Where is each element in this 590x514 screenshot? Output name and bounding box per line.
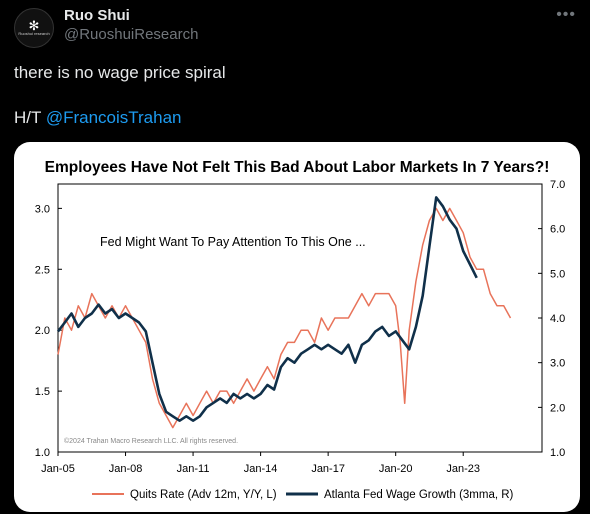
more-horizontal-icon[interactable]: ••• <box>556 6 576 23</box>
series-line-wage-growth <box>56 196 478 422</box>
y-right-tick-label: 6.0 <box>550 224 565 236</box>
x-tick-label: Jan-11 <box>177 463 210 475</box>
legend-label-quits: Quits Rate (Adv 12m, Y/Y, L) <box>130 489 277 501</box>
x-tick-label: Jan-17 <box>311 463 345 475</box>
legend: Quits Rate (Adv 12m, Y/Y, L) Atlanta Fed… <box>92 489 514 501</box>
y-left-tick-label: 1.0 <box>35 447 50 459</box>
tweet-text: there is no wage price spiral <box>14 63 226 82</box>
avatar[interactable]: ✻ Ruoshui research <box>14 8 54 48</box>
y-left-tick-label: 1.5 <box>35 386 50 398</box>
author-handle[interactable]: @RuoshuiResearch <box>64 26 199 43</box>
chart-annotation: Fed Might Want To Pay Attention To This … <box>100 235 366 249</box>
chart-copyright: ©2024 Trahan Macro Research LLC. All rig… <box>64 437 238 445</box>
tweet-media[interactable]: Employees Have Not Felt This Bad About L… <box>14 142 580 512</box>
mention-link[interactable]: @FrancoisTrahan <box>45 108 182 127</box>
chart-title: Employees Have Not Felt This Bad About L… <box>45 159 550 176</box>
x-tick-label: Jan-20 <box>379 463 413 475</box>
y-right-tick-label: 5.0 <box>550 268 565 280</box>
y-right-tick-label: 2.0 <box>550 402 565 414</box>
legend-label-wage: Atlanta Fed Wage Growth (3mma, R) <box>324 489 514 501</box>
ht-prefix: H/T <box>14 108 46 127</box>
y-left-tick-label: 2.5 <box>35 264 50 276</box>
y-right-tick-label: 7.0 <box>550 179 565 191</box>
tweet-text-ht: H/T @FrancoisTrahan <box>14 108 182 128</box>
x-tick-label: Jan-08 <box>109 463 143 475</box>
y-right-tick-label: 4.0 <box>550 313 565 325</box>
chart: Employees Have Not Felt This Bad About L… <box>35 159 566 501</box>
y-right-tick-label: 3.0 <box>550 358 565 370</box>
x-tick-label: Jan-05 <box>41 463 75 475</box>
avatar-text: Ruoshui research <box>18 31 50 36</box>
y-left-tick-label: 3.0 <box>35 203 50 215</box>
y-right-tick-label: 1.0 <box>550 447 565 459</box>
x-tick-label: Jan-14 <box>244 463 278 475</box>
y-left-tick-label: 2.0 <box>35 325 50 337</box>
x-tick-label: Jan-23 <box>446 463 480 475</box>
author-name[interactable]: Ruo Shui <box>64 7 130 24</box>
logo-icon: ✻ <box>28 18 40 33</box>
